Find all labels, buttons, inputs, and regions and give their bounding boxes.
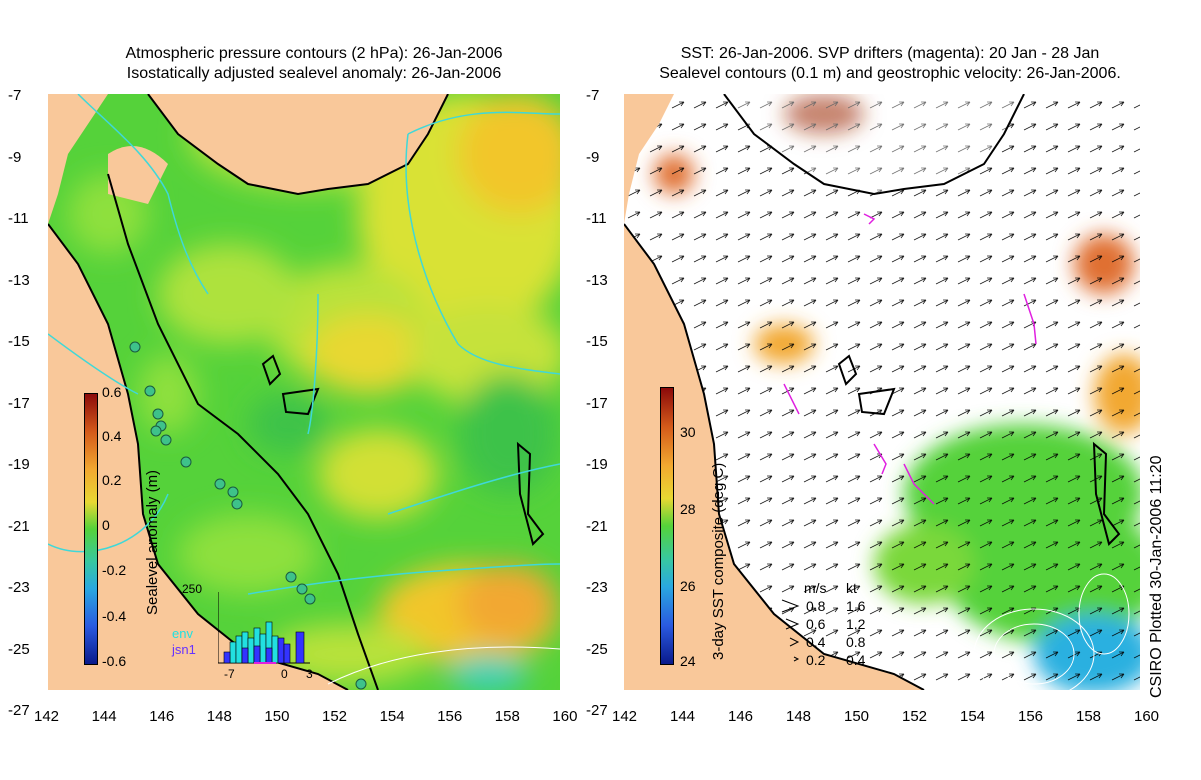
right-sst-map	[624, 94, 1140, 690]
left-lat-label: -19	[8, 456, 30, 473]
velocity-legend-arrows	[781, 599, 800, 662]
left-colorbar-tick: -0.4	[102, 608, 127, 624]
right-lat-label: -7	[586, 87, 600, 104]
left-lat-label: -13	[8, 271, 30, 289]
right-colorbar-tick: 24	[680, 653, 696, 669]
velocity-legend-kt: 1.2	[846, 616, 866, 632]
left-lat-label: -7	[8, 87, 22, 104]
velocity-legend-ms: 0.6	[806, 616, 826, 632]
left-lat-label: -23	[8, 579, 30, 596]
left-lon-label: 156	[437, 708, 463, 725]
velocity-legend-kt: 0.8	[846, 634, 866, 650]
left-lon-label: 144	[91, 708, 117, 725]
right-lat-label: -23	[586, 579, 608, 596]
inset-xlabel-min: -7	[224, 667, 235, 681]
right-lat-label: -9	[586, 148, 600, 166]
right-lon-label: 156	[1018, 708, 1044, 725]
left-lon-label: 154	[379, 708, 405, 725]
credit-text: CSIRO Plotted 30-Jan-2006 11:20	[1148, 455, 1165, 698]
tide-gauge-markers	[129, 341, 367, 690]
right-lat-label: -27	[586, 702, 608, 719]
left-colorbar-tick: 0.2	[102, 472, 122, 488]
left-colorbar-tick: -0.6	[102, 653, 127, 669]
right-lat-label: -19	[586, 456, 608, 473]
left-lon-label: 150	[264, 708, 290, 725]
right-title-line2: Sealevel contours (0.1 m) and geostrophi…	[659, 65, 1121, 82]
left-lat-label: -21	[8, 517, 30, 535]
left-lon-label: 142	[34, 708, 60, 725]
left-colorbar	[84, 393, 98, 665]
inset-xlabel-zero: 0	[281, 667, 288, 681]
inset-xlabel-max: 3	[306, 667, 313, 681]
papua-new-guinea-land	[148, 94, 448, 194]
left-colorbar-tick: 0.4	[102, 428, 122, 444]
left-sealevel-map	[48, 94, 560, 690]
left-title-line1: Atmospheric pressure contours (2 hPa): 2…	[125, 45, 503, 62]
inset-histogram	[217, 588, 310, 664]
right-lon-label: 142	[612, 708, 638, 725]
right-lon-label: 150	[844, 708, 870, 725]
right-lon-label: 152	[902, 708, 928, 725]
left-lon-label: 152	[322, 708, 348, 725]
left-lat-label: -9	[8, 148, 22, 166]
right-lon-label: 148	[786, 708, 812, 725]
left-lon-label: 148	[206, 708, 232, 725]
right-lat-label: -17	[586, 394, 608, 412]
right-map-canvas	[624, 94, 1140, 690]
inset-legend-jsn1: jsn1	[172, 642, 196, 657]
left-colorbar-label: Sealevel anomaly (m)	[144, 469, 161, 615]
left-colorbar-tick: 0	[102, 517, 110, 533]
right-lon-label: 158	[1076, 708, 1102, 725]
velocity-legend-ms: 0.2	[806, 652, 826, 668]
left-lon-label: 158	[494, 708, 520, 725]
right-lon-label: 154	[960, 708, 986, 725]
right-lon-label: 146	[728, 708, 754, 725]
right-lat-label: -11	[586, 210, 607, 227]
right-lat-label: -15	[586, 333, 608, 350]
right-colorbar-tick: 30	[680, 424, 696, 440]
left-map-canvas	[48, 94, 560, 690]
right-lon-label: 144	[670, 708, 696, 725]
left-lat-label: -15	[8, 333, 30, 350]
right-lat-label: -13	[586, 271, 608, 289]
velocity-legend-kt: 1.6	[846, 598, 866, 614]
velocity-legend-header-ms: m/s	[804, 580, 827, 596]
right-colorbar-tick: 26	[680, 578, 696, 594]
sealevel-contours	[973, 573, 1130, 690]
velocity-legend-header-kt: kt	[846, 580, 857, 596]
left-colorbar-tick: 0.6	[102, 384, 122, 400]
velocity-legend-ms: 0.8	[806, 598, 826, 614]
pressure-contours	[48, 94, 560, 595]
left-lat-label: -27	[8, 702, 30, 719]
left-lat-label: -25	[8, 640, 30, 658]
right-colorbar-tick: 28	[680, 501, 696, 517]
inset-ymax-label: 250	[182, 582, 203, 596]
australia-land	[48, 94, 108, 224]
left-lat-label: -17	[8, 394, 30, 412]
svp-drifter-tracks	[783, 213, 1037, 505]
velocity-legend-ms: 0.4	[806, 634, 826, 650]
right-title-line1: SST: 26-Jan-2006. SVP drifters (magenta)…	[680, 45, 1100, 62]
left-title-line2: Isostatically adjusted sealevel anomaly:…	[126, 65, 502, 82]
left-lat-label: -11	[8, 210, 29, 227]
right-lat-label: -21	[586, 517, 608, 535]
left-colorbar-tick: -0.2	[102, 562, 127, 578]
velocity-legend-kt: 0.4	[846, 652, 866, 668]
left-lon-label: 146	[149, 708, 175, 725]
right-lat-label: -25	[586, 640, 608, 658]
right-colorbar	[660, 387, 674, 665]
inset-legend-env: env	[172, 626, 193, 641]
left-lon-label: 160	[552, 708, 578, 725]
right-lon-label: 160	[1134, 708, 1160, 725]
right-colorbar-label: 3-day SST composite (deg C)	[710, 462, 727, 660]
